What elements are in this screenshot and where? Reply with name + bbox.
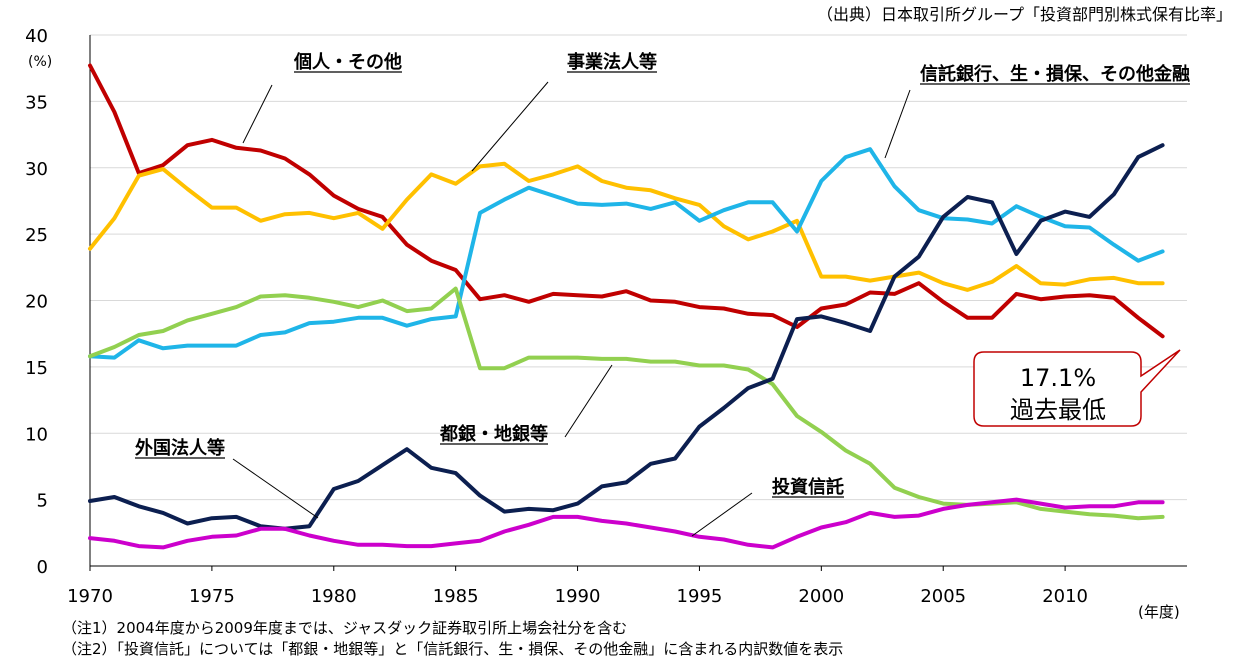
y-tick-label-25: 25 xyxy=(25,225,48,246)
axes: 0 5 10 15 20 25 30 35 40 1970 1975 1980 1985 1990 1995… xyxy=(25,26,1187,607)
leader-business-corporations xyxy=(471,81,549,172)
x-tick-label-1990: 1990 xyxy=(555,586,601,607)
y-tick-label-15: 15 xyxy=(25,358,48,379)
series-line-individuals xyxy=(88,63,1165,339)
x-tick-label-2000: 2000 xyxy=(798,586,844,607)
series-label-individuals: 個人・その他 xyxy=(293,51,402,73)
x-tick-label-1970: 1970 xyxy=(67,586,113,607)
series-line-business-corporations xyxy=(88,161,1165,292)
series-line-trust-banks-insurance-other xyxy=(88,147,1165,360)
gridlines xyxy=(90,34,1187,501)
x-tick-label-2005: 2005 xyxy=(920,586,966,607)
y-tick-label-35: 35 xyxy=(25,92,48,113)
callout-value: 17.1% xyxy=(1020,364,1096,392)
series-label-investment-trusts: 投資信託 xyxy=(772,476,844,498)
series-label-business-corporations: 事業法人等 xyxy=(567,51,657,73)
footnote-1: （注1）2004年度から2009年度までは、ジャスダック証券取引所上場会社分を含… xyxy=(62,619,628,637)
leader-foreign-corporations xyxy=(232,458,319,519)
callout-box xyxy=(973,349,1181,427)
series-labels: 個人・その他 事業法人等信託銀行、生・損保、その他金融都銀・地銀等外国法人等投資信… xyxy=(135,51,1190,498)
x-tick-label-1995: 1995 xyxy=(677,586,723,607)
x-tick-label-1985: 1985 xyxy=(433,586,479,607)
x-tick-label-1980: 1980 xyxy=(311,586,357,607)
leader-individuals xyxy=(242,84,273,144)
series-line-investment-trusts xyxy=(88,497,1165,550)
series-label-foreign-corporations: 外国法人等 xyxy=(135,437,225,459)
y-tick-label-0: 0 xyxy=(37,557,48,578)
x-axis-unit: (年度) xyxy=(1138,603,1180,620)
record-low-callout: 17.1% 過去最低 xyxy=(973,349,1181,427)
y-tick-label-30: 30 xyxy=(25,159,48,180)
source-caption: （出典）日本取引所グループ「投資部門別株式保有比率」 xyxy=(817,5,1232,24)
y-axis-unit: (%) xyxy=(28,54,52,70)
leader-city-regional-banks xyxy=(564,364,613,438)
y-tick-label-10: 10 xyxy=(25,424,48,445)
chart-canvas: （出典）日本取引所グループ「投資部門別株式保有比率」 0 5 10 15 20 25 30 3… xyxy=(25,5,1232,620)
series-lines xyxy=(88,63,1165,550)
callout-label: 過去最低 xyxy=(1010,396,1106,424)
series-label-city-regional-banks: 都銀・地銀等 xyxy=(439,423,548,445)
y-tick-label-40: 40 xyxy=(25,26,48,47)
label-leader-lines xyxy=(232,81,911,537)
y-tick-label-20: 20 xyxy=(25,292,48,313)
footnote-2: （注2）「投資信託」については「都銀・地銀等」と「信託銀行、生・損保、その他金融… xyxy=(62,640,844,658)
leader-investment-trusts xyxy=(691,492,753,537)
x-tick-label-1975: 1975 xyxy=(189,586,235,607)
x-tick-label-2010: 2010 xyxy=(1042,586,1088,607)
leader-trust-banks-insurance-other xyxy=(884,89,911,159)
series-label-trust-banks-insurance-other: 信託銀行、生・損保、その他金融 xyxy=(920,63,1190,85)
y-tick-label-5: 5 xyxy=(37,491,48,512)
